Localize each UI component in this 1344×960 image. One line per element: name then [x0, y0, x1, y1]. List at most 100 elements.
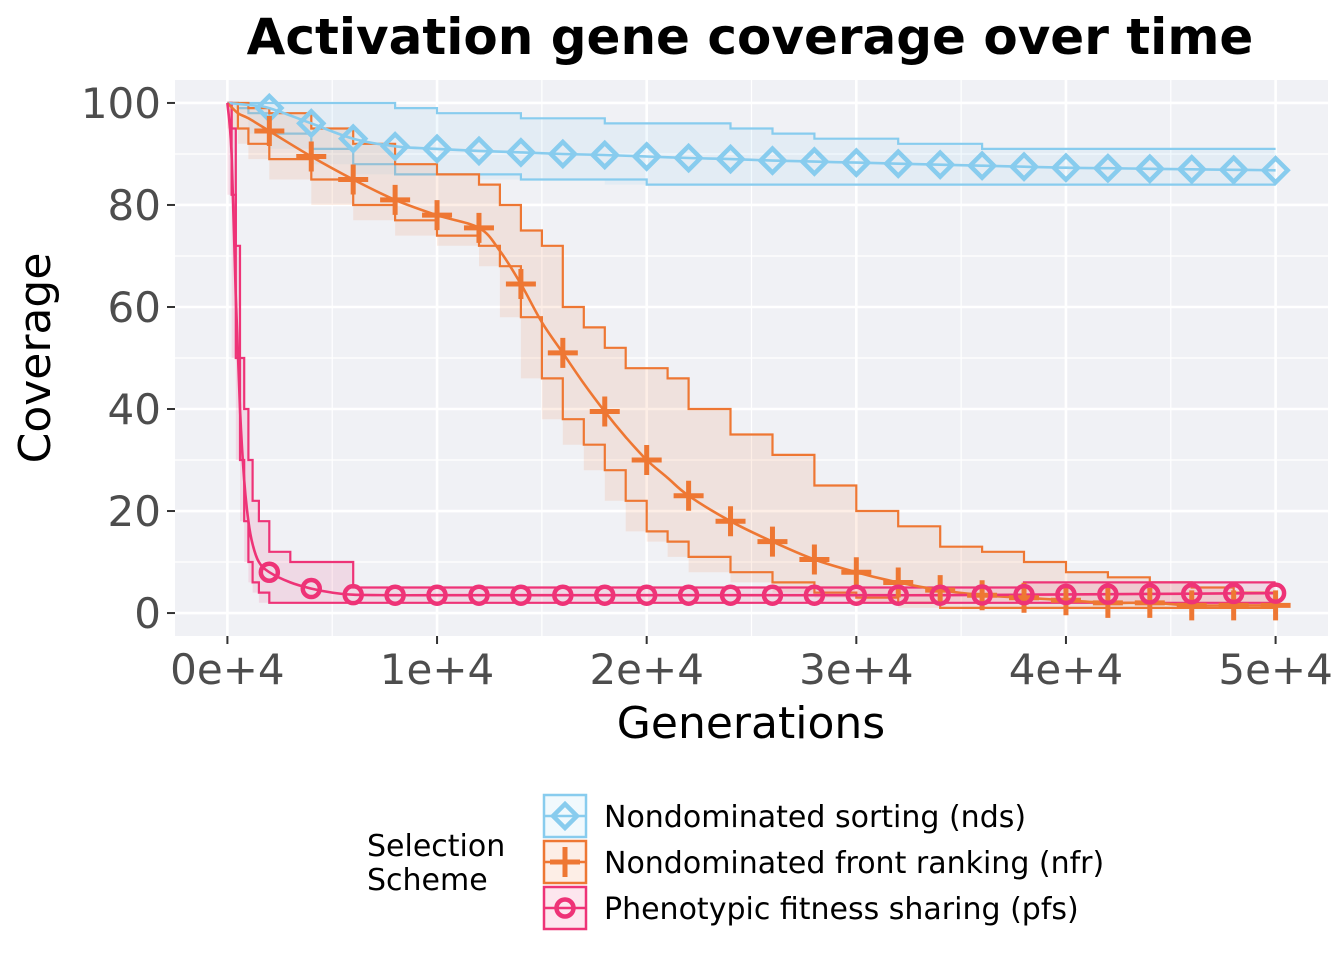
series-point-1 — [463, 212, 494, 243]
series-markers — [254, 92, 1291, 621]
series-point-0 — [966, 150, 998, 181]
series-point-2 — [719, 584, 742, 606]
series-line-0 — [227, 101, 1276, 172]
series-point-0 — [1050, 152, 1082, 183]
series-point-0 — [673, 142, 704, 174]
series-point-0 — [505, 137, 537, 168]
y-tick-label: 80 — [108, 181, 161, 230]
series-point-2 — [258, 561, 281, 583]
series-point-1 — [380, 184, 411, 215]
series-point-2 — [845, 584, 868, 606]
series-point-1 — [505, 269, 536, 300]
series-point-1 — [925, 575, 956, 606]
series-point-0 — [924, 149, 956, 180]
series-point-2 — [384, 584, 406, 606]
series-point-2 — [929, 584, 951, 606]
series-point-0 — [799, 146, 830, 177]
series-point-1 — [757, 526, 788, 557]
series-line-2 — [226, 102, 1276, 597]
series-point-2 — [677, 584, 700, 606]
legend-keys: Nondominated sorting (nds) Nondominated f… — [542, 793, 1104, 931]
series-point-0 — [1092, 153, 1124, 184]
series-point-0 — [296, 108, 327, 139]
series-point-2 — [510, 584, 532, 606]
series-point-0 — [463, 135, 495, 167]
series-point-0 — [841, 147, 872, 178]
series-point-2 — [1097, 583, 1119, 605]
series-point-1 — [338, 164, 369, 195]
series-point-2 — [594, 584, 616, 606]
series-point-2 — [803, 584, 826, 606]
x-tick-label: 1e+4 — [380, 645, 494, 694]
series-point-1 — [547, 337, 578, 368]
y-tick-label: 60 — [108, 283, 161, 332]
series-point-2 — [468, 584, 490, 606]
series-point-0 — [1176, 154, 1207, 185]
legend-key-marker — [549, 800, 581, 832]
series-point-1 — [631, 445, 662, 476]
series-point-0 — [757, 145, 788, 176]
y-tick-label: 100 — [81, 79, 161, 128]
series-point-1 — [841, 557, 872, 588]
series-point-0 — [547, 138, 579, 170]
ribbon-upper-1 — [227, 101, 1277, 598]
legend: Selection Scheme Nondominated sorting (n… — [367, 793, 1104, 931]
series-point-2 — [1264, 582, 1287, 604]
series-point-0 — [883, 148, 914, 179]
series-point-2 — [1139, 583, 1161, 605]
y-tick-label: 0 — [134, 589, 161, 638]
series-point-1 — [1260, 590, 1291, 621]
legend-key-marker — [554, 897, 576, 919]
legend-label: Nondominated sorting (nds) — [604, 800, 1026, 835]
series-point-0 — [1218, 154, 1249, 185]
series-point-1 — [1218, 590, 1249, 621]
series-point-2 — [552, 584, 574, 606]
series-point-1 — [254, 116, 285, 147]
y-tick-label: 40 — [108, 385, 161, 434]
legend-title-line-1: Selection — [367, 829, 505, 864]
x-axis-title: Generations — [617, 698, 885, 749]
series-point-2 — [342, 583, 364, 606]
series-point-2 — [887, 584, 909, 606]
series-point-0 — [631, 141, 662, 172]
x-axis-ticks: 0e+4 1e+4 2e+4 3e+4 4e+4 5e+4 — [170, 636, 1333, 694]
series-point-2 — [1180, 582, 1203, 605]
series-point-2 — [1055, 583, 1077, 606]
series-point-1 — [296, 141, 327, 172]
series-point-0 — [715, 143, 746, 175]
series-point-0 — [1134, 153, 1165, 184]
x-tick-label: 4e+4 — [1009, 645, 1123, 694]
series-point-0 — [421, 133, 453, 165]
series-point-1 — [1050, 585, 1081, 616]
x-tick-label: 5e+4 — [1218, 645, 1332, 694]
series-point-2 — [1222, 582, 1245, 605]
series-point-0 — [379, 131, 411, 162]
series-point-2 — [635, 584, 658, 606]
chart-title: Activation gene coverage over time — [247, 8, 1254, 66]
ribbon-upper-2 — [227, 101, 1276, 589]
series-point-1 — [673, 480, 704, 511]
series-point-2 — [971, 584, 993, 606]
x-tick-label: 0e+4 — [170, 645, 284, 694]
series-point-0 — [338, 123, 369, 154]
series-point-0 — [589, 139, 620, 171]
series-point-2 — [300, 577, 323, 600]
series-point-0 — [1260, 155, 1291, 186]
legend-label: Nondominated front ranking (nfr) — [604, 846, 1104, 881]
series-point-1 — [799, 544, 830, 575]
series-point-2 — [1013, 583, 1035, 606]
gridlines — [175, 80, 1328, 636]
x-tick-label: 2e+4 — [589, 645, 703, 694]
y-tick-label: 20 — [108, 487, 161, 536]
x-tick-label: 3e+4 — [799, 645, 913, 694]
y-axis-title: Coverage — [10, 253, 61, 464]
series-point-1 — [589, 396, 620, 427]
legend-key-marker — [550, 847, 580, 877]
series-point-0 — [1008, 151, 1040, 182]
series-point-1 — [883, 567, 914, 598]
series-point-2 — [426, 584, 448, 606]
series-point-2 — [761, 584, 784, 606]
series-point-1 — [715, 506, 746, 537]
legend-title-line-2: Scheme — [367, 863, 488, 898]
